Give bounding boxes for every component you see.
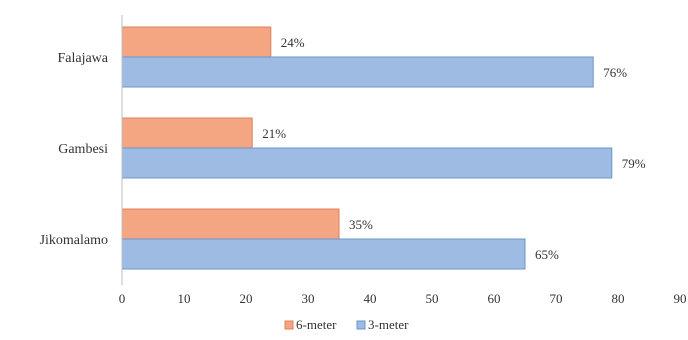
x-tick-label: 50 bbox=[426, 291, 439, 306]
x-tick-label: 10 bbox=[178, 291, 191, 306]
category-label-gambesi: Gambesi bbox=[58, 142, 108, 157]
x-tick-label: 0 bbox=[119, 291, 126, 306]
legend: 6-meter 3-meter bbox=[284, 317, 409, 332]
bar-6-meter-gambesi bbox=[121, 117, 253, 149]
bar-3-meter-gambesi bbox=[121, 147, 613, 179]
data-label-6-meter-jikomalamo: 35% bbox=[349, 217, 373, 232]
legend-label-6-meter: 6-meter bbox=[296, 317, 337, 332]
x-tick-label: 70 bbox=[550, 291, 563, 306]
data-label-3-meter-falajawa: 76% bbox=[603, 65, 627, 80]
x-tick-labels: 0 10 20 30 40 50 60 70 80 90 bbox=[119, 291, 687, 306]
x-tick-label: 30 bbox=[302, 291, 315, 306]
bar-3-meter-falajawa bbox=[121, 56, 594, 88]
data-label-3-meter-gambesi: 79% bbox=[622, 156, 646, 171]
category-labels: Falajawa Gambesi Jikomalamo bbox=[40, 51, 109, 248]
legend-swatch-6-meter bbox=[284, 320, 294, 330]
x-tick-label: 60 bbox=[488, 291, 501, 306]
bar-6-meter-falajawa bbox=[121, 26, 272, 58]
bar-6-meter-jikomalamo bbox=[121, 208, 340, 240]
data-label-3-meter-jikomalamo: 65% bbox=[535, 247, 559, 262]
data-label-6-meter-falajawa: 24% bbox=[281, 35, 305, 50]
x-tick-label: 80 bbox=[612, 291, 625, 306]
category-label-falajawa: Falajawa bbox=[57, 51, 108, 66]
legend-swatch-3-meter bbox=[356, 320, 366, 330]
x-tick-label: 90 bbox=[674, 291, 687, 306]
bar-3-meter-jikomalamo bbox=[121, 238, 526, 270]
bars-layer: 24% 76% 21% 79% 35% 65% bbox=[121, 26, 646, 270]
data-label-6-meter-gambesi: 21% bbox=[262, 126, 286, 141]
x-tick-label: 40 bbox=[364, 291, 377, 306]
category-label-jikomalamo: Jikomalamo bbox=[40, 233, 108, 248]
x-tick-label: 20 bbox=[240, 291, 253, 306]
legend-label-3-meter: 3-meter bbox=[368, 317, 409, 332]
